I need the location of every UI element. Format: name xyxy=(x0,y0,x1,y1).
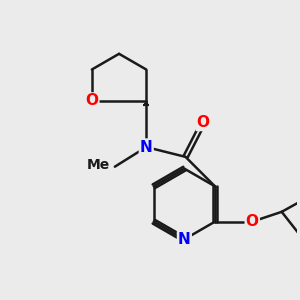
Text: O: O xyxy=(85,93,98,108)
Text: Me: Me xyxy=(87,158,110,172)
Text: O: O xyxy=(246,214,259,229)
Text: N: N xyxy=(140,140,153,154)
Text: O: O xyxy=(197,115,210,130)
Text: N: N xyxy=(178,232,191,247)
